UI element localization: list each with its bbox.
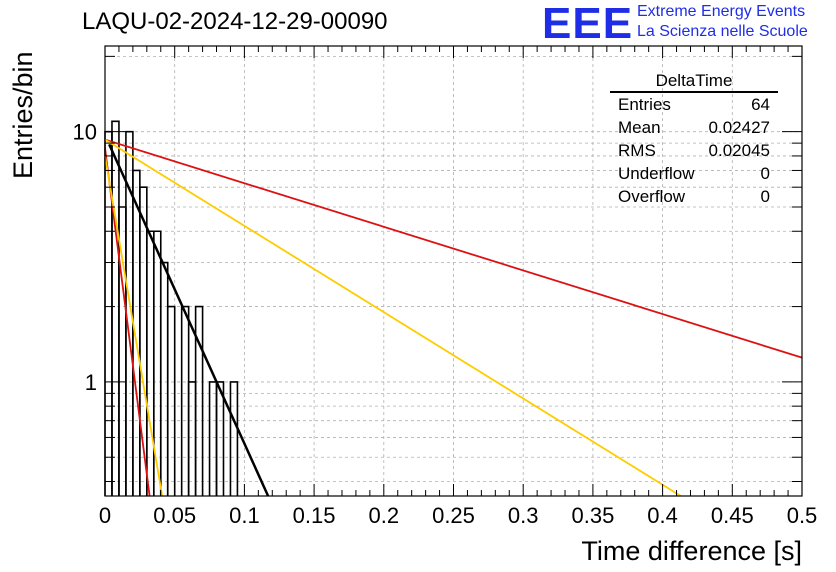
stats-label: Mean xyxy=(618,118,661,137)
x-tick-label: 0 xyxy=(99,503,111,528)
histogram-bar xyxy=(215,381,225,496)
stats-value: 0.02045 xyxy=(708,141,770,160)
stats-row-entries: Entries 64 xyxy=(610,93,778,116)
x-tick-label: 0.5 xyxy=(787,503,818,528)
fit-line xyxy=(108,143,270,497)
eee-logo: EEE xyxy=(542,0,634,48)
stats-value: 0 xyxy=(760,187,770,206)
fit-lines xyxy=(104,138,803,497)
plot-title: LAQU-02-2024-12-29-00090 xyxy=(82,8,388,35)
stats-box: DeltaTime Entries 64 Mean 0.02427 RMS 0.… xyxy=(610,71,778,208)
y-tick-label: 1 xyxy=(85,370,97,395)
histogram-bar xyxy=(111,120,120,496)
fit-line xyxy=(104,138,803,359)
x-tick-label: 0.15 xyxy=(293,503,336,528)
x-tick-label: 0.25 xyxy=(432,503,475,528)
x-tick-label: 0.3 xyxy=(508,503,539,528)
stats-row-mean: Mean 0.02427 xyxy=(610,116,778,139)
x-tick-label: 0.1 xyxy=(229,503,260,528)
fit-line xyxy=(104,155,164,497)
histogram-bar xyxy=(159,261,169,496)
grid xyxy=(105,46,802,496)
stats-row-underflow: Underflow 0 xyxy=(610,162,778,185)
stats-label: Overflow xyxy=(618,187,686,206)
x-tick-label: 0.2 xyxy=(369,503,400,528)
y-axis-ticks: 1 10 xyxy=(73,55,802,482)
histogram-bar xyxy=(194,305,204,496)
y-axis-label: Entries/bin xyxy=(8,51,38,179)
stats-row-overflow: Overflow 0 xyxy=(610,185,778,208)
histogram-bar xyxy=(229,381,239,496)
fit-line xyxy=(104,138,682,497)
histogram-bar xyxy=(146,230,155,496)
x-axis-label: Time difference [s] xyxy=(581,536,802,566)
logo-caption-line1: Extreme Energy Events xyxy=(637,3,806,20)
stats-title: DeltaTime xyxy=(610,71,778,93)
x-axis-ticks: 0 0.05 0.1 0.15 0.2 0.25 0.3 0.35 0.4 0.45 0.5 xyxy=(99,46,817,528)
stats-row-rms: RMS 0.02045 xyxy=(610,139,778,162)
x-tick-label: 0.35 xyxy=(571,503,614,528)
y-tick-label: 10 xyxy=(73,120,97,145)
fit-line xyxy=(104,147,151,497)
x-tick-label: 0.45 xyxy=(711,503,754,528)
x-tick-label: 0.4 xyxy=(647,503,678,528)
logo-caption-line2: La Scienza nelle Scuole xyxy=(637,23,808,40)
stats-value: 64 xyxy=(751,95,770,114)
stats-value: 0 xyxy=(760,164,770,183)
stats-value: 0.02427 xyxy=(708,118,770,137)
histogram-bar xyxy=(187,381,197,496)
stats-label: Underflow xyxy=(618,164,695,183)
histogram-bar xyxy=(180,305,190,496)
histogram-bar xyxy=(208,381,218,496)
x-tick-label: 0.05 xyxy=(153,503,196,528)
stats-label: Entries xyxy=(618,95,671,114)
stats-label: RMS xyxy=(618,141,656,160)
histogram-bar xyxy=(166,305,176,496)
